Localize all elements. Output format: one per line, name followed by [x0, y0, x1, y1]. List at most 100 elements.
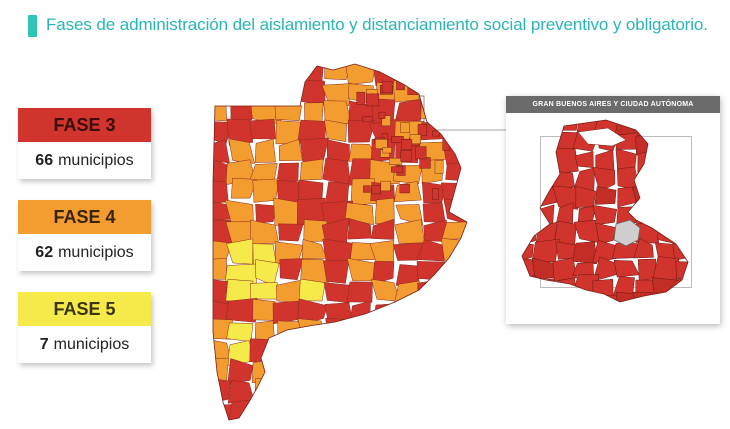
district	[389, 158, 402, 164]
legend-card-fase-4: FASE 4 62 municipios	[18, 200, 151, 271]
inset-district	[595, 186, 616, 204]
district	[347, 320, 376, 345]
inset-district	[673, 135, 698, 153]
district	[466, 360, 475, 383]
inset-district	[517, 148, 537, 170]
district	[301, 358, 328, 384]
district	[274, 339, 303, 366]
district	[321, 362, 347, 384]
district	[372, 401, 398, 424]
inset-district	[612, 315, 637, 316]
district	[274, 81, 299, 105]
legend-unit-fase-4: municipios	[58, 244, 134, 262]
district	[383, 147, 392, 153]
legend-count-fase-3: 66	[35, 152, 53, 170]
district	[465, 119, 475, 140]
district	[395, 381, 421, 406]
inset-district	[554, 315, 575, 316]
district	[280, 398, 304, 422]
district	[418, 124, 427, 135]
district	[249, 402, 281, 424]
district	[395, 62, 422, 81]
district	[470, 105, 475, 120]
district	[441, 238, 469, 260]
district	[443, 93, 452, 104]
district	[322, 404, 347, 422]
district	[280, 258, 304, 279]
inset-district	[698, 295, 716, 316]
legend-count-fase-4: 62	[35, 244, 53, 262]
inset-district	[693, 256, 716, 279]
district	[349, 359, 373, 386]
district	[255, 321, 274, 342]
inset-district	[614, 260, 639, 277]
district	[299, 378, 327, 404]
inset-gba-map	[516, 116, 716, 316]
inset-district	[574, 220, 599, 243]
district	[393, 304, 423, 320]
inset-district	[633, 208, 660, 227]
district	[350, 301, 371, 323]
district	[419, 78, 443, 104]
inset-district	[557, 278, 577, 298]
district	[471, 381, 475, 402]
inset-district	[657, 131, 675, 154]
district	[421, 99, 445, 122]
inset-district	[578, 294, 596, 316]
district	[369, 338, 399, 364]
inset-district	[553, 258, 577, 281]
district	[443, 79, 471, 102]
inset-district	[577, 312, 600, 316]
district	[418, 304, 447, 324]
district	[366, 94, 379, 106]
inset-title: GRAN BUENOS AIRES Y CIUDAD AUTÓNOMA	[506, 96, 720, 113]
inset-district	[696, 119, 716, 136]
district	[470, 338, 475, 363]
inset-district	[519, 294, 539, 316]
inset-district	[657, 221, 679, 245]
district	[228, 62, 254, 80]
legend-card-fase-5: FASE 5 7 municipios	[18, 292, 151, 363]
district	[302, 338, 326, 361]
inset-district	[695, 311, 716, 316]
district	[255, 378, 276, 406]
district	[418, 62, 446, 86]
district	[412, 76, 418, 87]
inset-district	[575, 152, 593, 168]
district	[300, 159, 323, 180]
district	[372, 420, 398, 424]
district	[298, 405, 324, 421]
district	[205, 378, 231, 405]
district	[205, 140, 230, 163]
district	[250, 339, 280, 363]
district	[401, 150, 412, 161]
inset-district	[672, 225, 696, 246]
legend-count-row-fase-5: 7 municipios	[18, 326, 151, 363]
inset-district	[694, 134, 716, 151]
inset-district	[654, 206, 678, 223]
district	[372, 185, 381, 194]
legend-unit-fase-5: municipios	[54, 336, 130, 354]
inset-district	[673, 311, 700, 316]
district	[465, 79, 475, 104]
inset-district	[653, 293, 678, 315]
inset-district	[516, 185, 538, 209]
inset-district	[656, 148, 679, 172]
province-map	[205, 62, 475, 424]
inset-district	[638, 150, 658, 174]
legend-card-fase-3: FASE 3 66 municipios	[18, 108, 151, 179]
inset-district	[678, 279, 695, 300]
inset-district	[592, 295, 618, 316]
district	[206, 420, 231, 424]
district	[432, 188, 438, 199]
district	[229, 400, 254, 422]
inset-district	[593, 310, 615, 316]
district-tiles	[205, 62, 475, 424]
district	[275, 382, 303, 404]
district	[299, 421, 325, 424]
inset-district	[654, 313, 675, 316]
inset-district	[593, 205, 617, 225]
district	[373, 304, 400, 325]
legend-count-fase-5: 7	[40, 336, 49, 354]
district	[444, 325, 469, 345]
